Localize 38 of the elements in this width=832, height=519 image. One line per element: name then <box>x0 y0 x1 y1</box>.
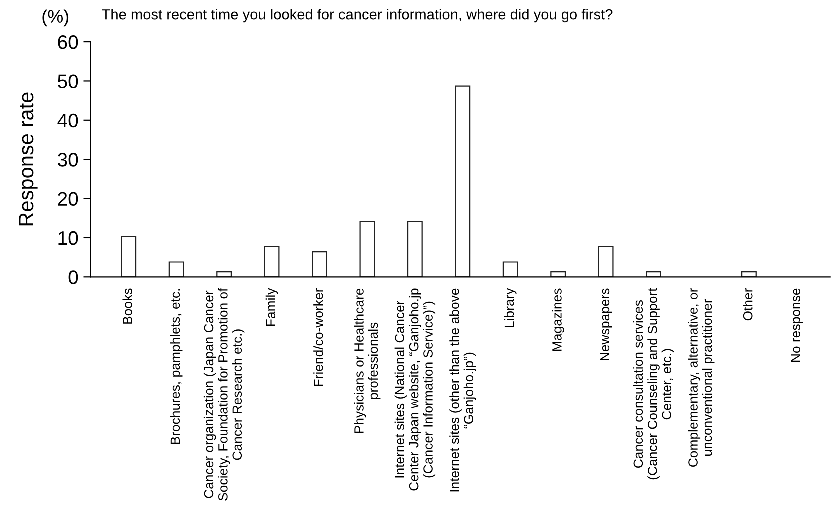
x-tick-label: Library <box>504 288 517 328</box>
bar <box>312 252 328 278</box>
x-tick-label: Complementary, alternative, or unconventional practitioner <box>688 288 715 467</box>
y-tick-label: 30 <box>58 153 78 167</box>
x-tick-label: Physicians or Healthcare professionals <box>354 288 381 434</box>
x-tick-label: Family <box>266 288 278 326</box>
bar <box>598 246 614 278</box>
bar <box>121 236 137 278</box>
y-tick-label: 60 <box>58 36 78 50</box>
y-tick-label: 40 <box>58 114 78 128</box>
y-tick-label: 50 <box>58 74 78 88</box>
bar <box>455 86 471 278</box>
x-tick-label: Magazines <box>552 288 564 351</box>
x-tick-label: Cancer consultation services (Cancer Counseling and Support Center, etc.) <box>633 288 674 480</box>
bar <box>168 262 184 278</box>
bar <box>646 271 662 278</box>
bar <box>742 271 757 278</box>
y-tick-label: 20 <box>58 192 78 206</box>
bar <box>407 221 423 278</box>
y-tick-label: 0 <box>68 270 78 284</box>
y-tick-label: 10 <box>58 231 78 246</box>
y-axis-title: Response rate <box>19 92 38 226</box>
x-tick-label: Books <box>122 288 132 324</box>
chart-title: The most recent time you looked for cancer information, where did you go first? <box>102 9 613 23</box>
x-tick-label: Brochures, pamphlets, etc. <box>170 289 183 444</box>
x-tick-label: No response <box>791 288 804 362</box>
x-tick-label: Internet sites (other than the above “Ganjoho.jp”) <box>450 288 476 492</box>
bar <box>216 271 232 278</box>
bar <box>550 271 566 278</box>
bar <box>360 221 376 278</box>
bar <box>264 246 280 278</box>
x-tick-label: Newspapers <box>600 288 612 361</box>
x-tick-label: Internet sites (National Cancer Center Japan website, “Ganjoho.jp (Cancer Information Service)”) <box>394 288 436 491</box>
x-tick-label: Other <box>743 288 753 321</box>
x-tick-label: Cancer organization (Japan Cancer Society, Foundation for Promotion of Cancer Research etc.) <box>204 288 245 501</box>
text: (%) <box>42 10 69 27</box>
bar <box>502 262 518 278</box>
x-tick-label: Friend/co-worker <box>314 288 324 386</box>
